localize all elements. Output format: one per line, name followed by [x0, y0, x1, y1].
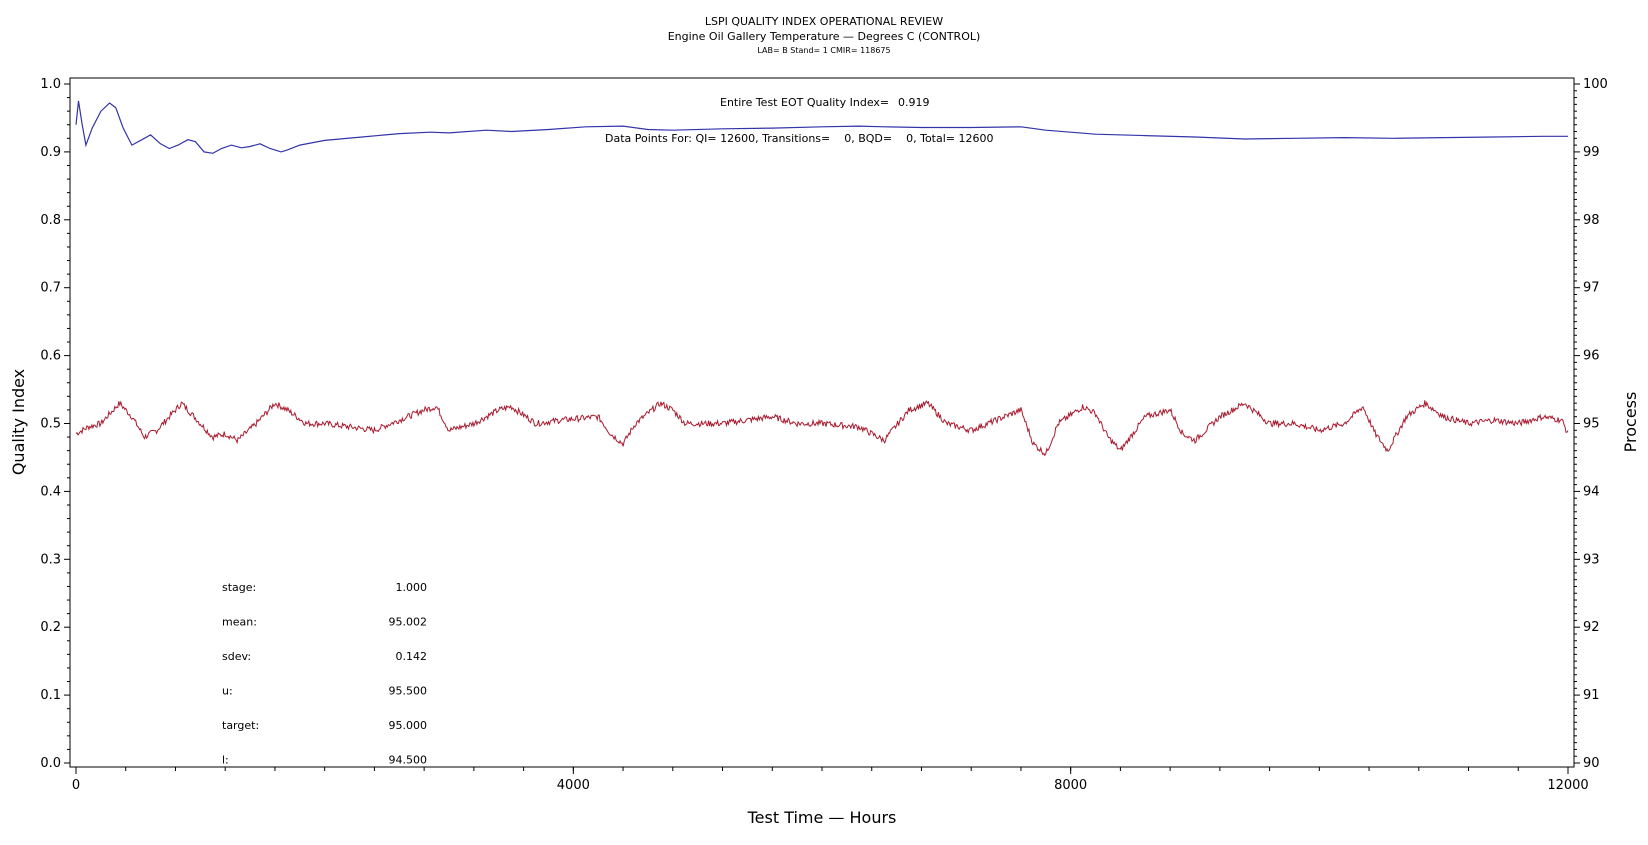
process-line — [75, 400, 1569, 457]
chart-subtitle-lab: LAB= B Stand= 1 CMIR= 118675 — [757, 46, 890, 55]
y-left-tick-label: 0.3 — [40, 552, 61, 567]
y-left-tick-label: 0.7 — [40, 281, 61, 296]
x-axis-title: Test Time — Hours — [747, 808, 897, 827]
stat-label: stage: — [222, 581, 256, 594]
y-left-tick-label: 0.9 — [40, 145, 61, 160]
left-axis: 0.0 0.1 0.2 0.3 0.4 0.5 0.6 0.7 0.8 0.9 1.0 — [40, 77, 70, 771]
y-right-tick-label: 95 — [1583, 417, 1600, 432]
x-tick-label: 4000 — [557, 778, 590, 793]
eot-label: Entire Test EOT Quality Index= — [720, 96, 889, 109]
y-right-tick-label: 92 — [1583, 620, 1600, 635]
y-left-tick-label: 0.8 — [40, 213, 61, 228]
eot-value: 0.919 — [898, 96, 930, 109]
stat-value: 0.142 — [396, 650, 428, 663]
quality-index-line — [75, 100, 1568, 154]
series-layer — [75, 100, 1569, 457]
y-left-tick-label: 1.0 — [40, 77, 61, 92]
y-right-tick-label: 93 — [1583, 552, 1600, 567]
stat-label: sdev: — [222, 650, 251, 663]
stat-value: 94.500 — [389, 754, 428, 767]
x-tick-label: 12000 — [1547, 778, 1588, 793]
y-left-tick-label: 0.2 — [40, 620, 61, 635]
stat-value: 95.000 — [389, 719, 428, 732]
y-left-axis-title: Quality Index — [9, 369, 28, 475]
y-right-tick-label: 96 — [1583, 349, 1600, 364]
y-right-tick-label: 90 — [1583, 756, 1600, 771]
y-right-tick-label: 97 — [1583, 281, 1600, 296]
x-tick-label: 8000 — [1054, 778, 1087, 793]
y-left-tick-label: 0.4 — [40, 484, 61, 499]
data-points-note: Data Points For: QI= 12600, Transitions=… — [605, 132, 994, 145]
stats-block: stage: 1.000 mean: 95.002 sdev: 0.142 u: 95.500… — [222, 581, 427, 767]
x-axis: 0 4000 8000 12000 — [72, 767, 1589, 793]
chart-subtitle: Engine Oil Gallery Temperature — Degrees… — [668, 30, 981, 43]
stat-value: 95.002 — [389, 616, 428, 629]
stat-label: u: — [222, 685, 233, 698]
stat-label: mean: — [222, 616, 257, 629]
y-right-tick-label: 94 — [1583, 484, 1600, 499]
stat-label: target: — [222, 719, 259, 732]
stat-label: l: — [222, 754, 229, 767]
y-right-tick-label: 99 — [1583, 145, 1600, 160]
stat-value: 95.500 — [389, 685, 428, 698]
y-right-tick-label: 98 — [1583, 213, 1600, 228]
x-tick-label: 0 — [72, 778, 80, 793]
y-left-tick-label: 0.0 — [40, 756, 61, 771]
chart-title: LSPI QUALITY INDEX OPERATIONAL REVIEW — [705, 15, 943, 28]
y-left-tick-label: 0.1 — [40, 688, 61, 703]
right-axis: 90 91 92 93 94 95 96 97 98 99 100 — [1574, 77, 1608, 771]
y-right-axis-title: Process — [1621, 392, 1640, 453]
y-left-tick-label: 0.6 — [40, 349, 61, 364]
y-left-tick-label: 0.5 — [40, 417, 61, 432]
y-right-tick-label: 91 — [1583, 688, 1600, 703]
stat-value: 1.000 — [396, 581, 428, 594]
y-right-tick-label: 100 — [1583, 77, 1608, 92]
